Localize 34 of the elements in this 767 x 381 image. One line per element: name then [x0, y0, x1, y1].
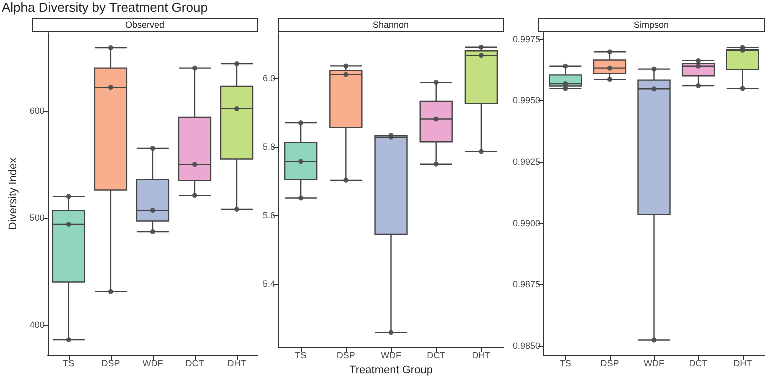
chart-title: Alpha Diversity by Treatment Group — [2, 0, 208, 15]
x-tick-label: WDF — [381, 350, 402, 361]
x-tick-label: DSP — [336, 350, 356, 361]
y-axis-title: Diversity Index — [8, 157, 20, 230]
chart-subtitle: Shannon — [278, 18, 504, 32]
x-tick-label: TS — [295, 350, 307, 361]
y-tick-label: 600 — [30, 106, 45, 116]
y-tick-label: 0.9850 — [512, 340, 541, 351]
y-tick-label: 0.9925 — [512, 156, 541, 167]
x-tick-label: DHT — [472, 350, 492, 361]
y-tick-label: 0.9875 — [512, 280, 541, 290]
x-tick-label: WDF — [142, 358, 164, 368]
y-tick-label: 400 — [30, 320, 45, 330]
chart-subtitle: Simpson — [538, 18, 765, 32]
y-tick-label: 0.9950 — [512, 96, 541, 106]
x-axis-title: Treatment Group — [350, 364, 433, 376]
y-tick-label: 0.9975 — [512, 34, 541, 44]
x-tick-label: TS — [63, 358, 75, 368]
y-tick-label: 5.6 — [262, 210, 276, 220]
x-tick-label: DCT — [186, 358, 205, 368]
chart-subtitle: Observed — [32, 18, 258, 32]
x-tick-label: DSP — [600, 358, 620, 368]
x-tick-label: DCT — [427, 350, 446, 361]
x-tick-label: DCT — [689, 358, 708, 368]
y-tick-label: 5.8 — [262, 142, 276, 152]
x-tick-label: TS — [560, 358, 572, 368]
x-tick-label: WDF — [644, 358, 666, 368]
y-tick-label: 5.4 — [262, 278, 276, 289]
x-tick-label: DHT — [734, 358, 753, 368]
y-tick-label: 6.0 — [262, 74, 276, 84]
y-tick-label: 0.9900 — [512, 218, 541, 228]
x-tick-label: DHT — [228, 358, 247, 368]
y-tick-label: 500 — [30, 213, 45, 224]
x-tick-label: DSP — [102, 358, 120, 368]
